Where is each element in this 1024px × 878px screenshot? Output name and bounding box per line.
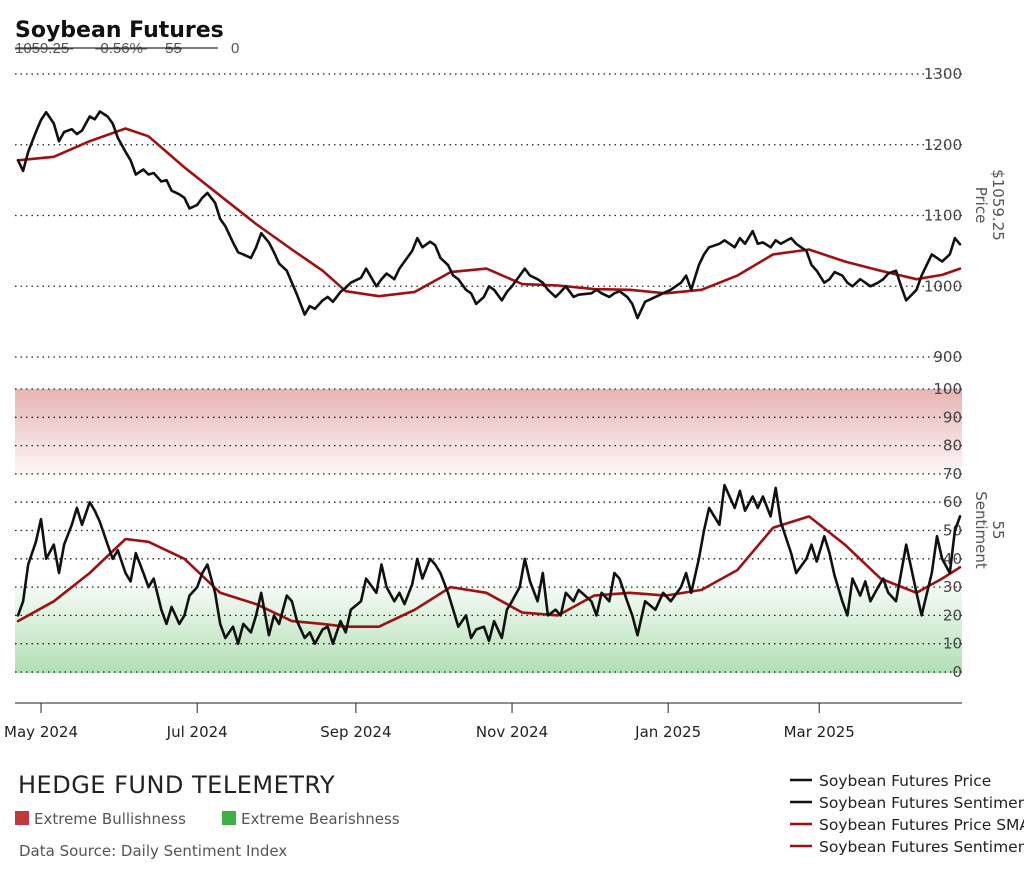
zone-extreme-bullishness: [15, 389, 962, 474]
sentiment-series-group: [16, 483, 962, 645]
sentiment-y-tick-label: 90: [943, 408, 962, 426]
zone-bull-swatch: [15, 811, 29, 825]
x-tick-label: Mar 2025: [784, 723, 855, 741]
price-y-tick-label: 1300: [924, 65, 962, 83]
price-series-group: [16, 110, 962, 320]
zone-bear-label: Extreme Bearishness: [241, 810, 400, 828]
legend-label: Soybean Futures Price: [819, 772, 991, 790]
sentiment-axis-label: Sentiment: [972, 491, 990, 569]
soybean-futures-sentiment-line: [16, 483, 962, 645]
x-tick-label: Jan 2025: [634, 723, 701, 741]
x-tick-label: Sep 2024: [320, 723, 391, 741]
sentiment-y-tick-label: 80: [943, 437, 962, 455]
soybean-futures-sentiment-sma-line: [16, 515, 962, 628]
x-tick-label: Jul 2024: [166, 723, 228, 741]
zone-extreme-bearishness: [15, 586, 962, 673]
zone-bull-label: Extreme Bullishness: [34, 810, 186, 828]
legend-label: Soybean Futures Sentiment: [819, 794, 1024, 812]
sentiment-y-tick-label: 70: [943, 465, 962, 483]
zone-bear-swatch: [222, 811, 236, 825]
x-ticks: May 2024 Jul 2024 Sep 2024 Nov 2024 Jan 2025…: [4, 703, 855, 741]
soybean-futures-price-line: [16, 110, 962, 320]
price-y-tick-label: 1100: [924, 207, 962, 225]
sentiment-y-tick-label: 10: [943, 635, 962, 653]
sentiment-y-tick-label: 100: [933, 380, 962, 398]
brand-text: HEDGE FUND TELEMETRY: [18, 771, 335, 799]
sentiment-y-tick-label: 0: [952, 663, 962, 681]
price-last-value-label: $1059.25: [989, 169, 1007, 241]
legend-label: Soybean Futures Sentiment SMA: [819, 838, 1024, 856]
sentiment-y-tick-label: 50: [943, 522, 962, 540]
price-y-tick-label: 1200: [924, 136, 962, 154]
price-axis-label: Price: [972, 187, 990, 224]
sentiment-y-tick-label: 60: [943, 493, 962, 511]
soybean-futures-price-sma-line: [16, 127, 962, 298]
price-y-tick-label: 900: [933, 348, 962, 366]
x-tick-label: Nov 2024: [476, 723, 548, 741]
sentiment-gridlines: [15, 388, 962, 673]
data-source: Data Source: Daily Sentiment Index: [19, 842, 287, 860]
sentiment-y-tick-label: 30: [943, 578, 962, 596]
x-tick-label: May 2024: [4, 723, 78, 741]
price-y-ticks: 900 1000 1100 1200 1300: [924, 65, 962, 366]
price-y-tick-label: 1000: [924, 277, 962, 295]
legend: Soybean Futures Price Soybean Futures Sen…: [790, 772, 1024, 856]
sentiment-y-tick-label: 20: [943, 606, 962, 624]
sentiment-last-value-label: 55: [989, 520, 1007, 539]
header-extra-value: 0: [231, 40, 239, 57]
chart-title: Soybean Futures: [15, 18, 224, 43]
price-gridlines: [15, 73, 962, 358]
legend-label: Soybean Futures Price SMA: [819, 816, 1024, 834]
